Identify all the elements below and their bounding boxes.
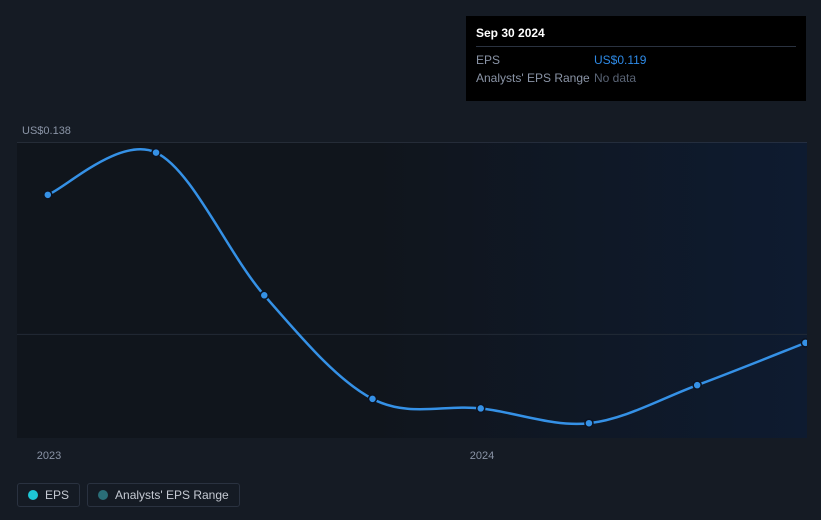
tooltip-label-range: Analysts' EPS Range [476,69,594,87]
legend-item-eps[interactable]: EPS [17,483,80,507]
tooltip-row-eps: EPS US$0.119 [476,51,796,69]
eps-marker[interactable] [152,149,160,157]
tooltip-label-eps: EPS [476,51,594,69]
tooltip-value-range: No data [594,69,636,87]
legend-dot-range [98,490,108,500]
plot-background [17,142,807,438]
eps-marker[interactable] [260,291,268,299]
legend-dot-eps [28,490,38,500]
tooltip-value-eps: US$0.119 [594,51,646,69]
y-tick-top: US$0.138 [22,125,71,137]
x-tick-2023: 2023 [37,450,61,462]
chart-tooltip: Sep 30 2024 EPS US$0.119 Analysts' EPS R… [466,16,806,101]
legend-item-range[interactable]: Analysts' EPS Range [87,483,240,507]
tooltip-date: Sep 30 2024 [476,24,796,47]
eps-marker[interactable] [693,381,701,389]
eps-chart-container: Sep 30 2024 EPS US$0.119 Analysts' EPS R… [0,0,821,520]
eps-marker[interactable] [44,191,52,199]
eps-marker[interactable] [477,404,485,412]
eps-marker[interactable] [585,419,593,427]
legend-label-range: Analysts' EPS Range [115,488,229,502]
x-tick-2024: 2024 [470,450,494,462]
chart-plot[interactable] [17,142,807,438]
eps-marker[interactable] [801,339,807,347]
tooltip-row-range: Analysts' EPS Range No data [476,69,796,87]
eps-marker[interactable] [369,395,377,403]
legend: EPS Analysts' EPS Range [17,483,240,507]
legend-label-eps: EPS [45,488,69,502]
